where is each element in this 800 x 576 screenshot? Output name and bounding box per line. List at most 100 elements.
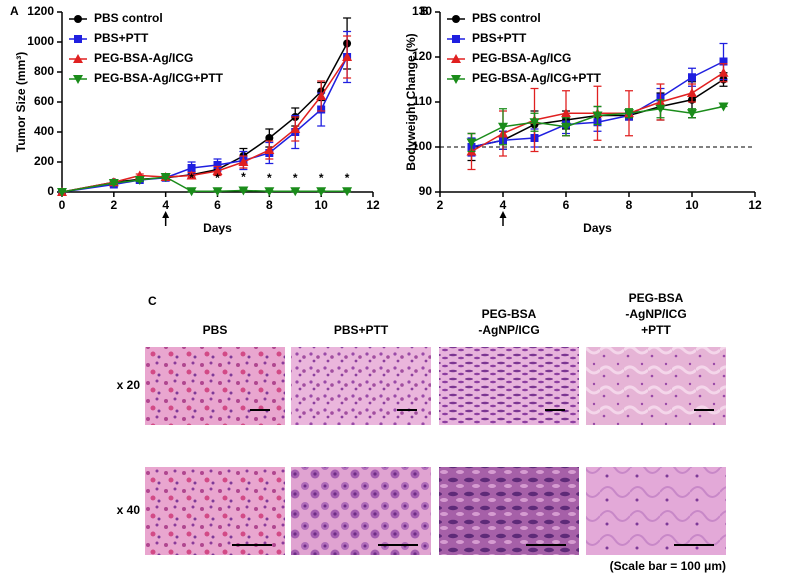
- histology-image: [291, 467, 431, 555]
- y-tick-label: 800: [34, 64, 54, 78]
- x-axis-label: Days: [203, 221, 232, 235]
- marker: [718, 67, 729, 77]
- y-tick-label: 0: [47, 184, 54, 198]
- y-tick-label: 100: [412, 139, 432, 153]
- marker: [316, 187, 327, 197]
- panel-label: B: [420, 4, 429, 18]
- marker: [316, 91, 327, 100]
- x-tick-label: 12: [366, 198, 380, 212]
- marker: [688, 73, 696, 82]
- marker: [186, 187, 197, 197]
- legend-label: PBS control: [94, 11, 163, 25]
- marker: [108, 179, 119, 188]
- legend-label: PBS+PTT: [472, 31, 527, 45]
- scale-bars: [232, 409, 714, 546]
- x-tick-label: 2: [110, 198, 117, 212]
- marker: [561, 122, 571, 132]
- legend-label: PEG-BSA-Ag/ICG+PTT: [472, 71, 602, 85]
- legend-label: PEG-BSA-Ag/ICG: [472, 51, 571, 65]
- y-tick-label: 90: [419, 184, 433, 198]
- x-tick-label: 6: [214, 198, 221, 212]
- column-header: -AgNP/ICG: [478, 323, 539, 337]
- marker: [451, 75, 461, 84]
- marker: [160, 173, 171, 182]
- marker: [57, 188, 67, 197]
- arrow-head: [499, 211, 507, 218]
- y-tick-label: 600: [34, 94, 54, 108]
- column-header: PBS+PTT: [334, 323, 389, 337]
- row-label: x 20: [117, 378, 141, 392]
- histology-image: [439, 347, 579, 425]
- histology-images: [145, 347, 726, 555]
- x-tick-label: 2: [437, 198, 444, 212]
- legend-label: PBS control: [472, 11, 541, 25]
- significance-mark: *: [293, 171, 298, 185]
- marker: [655, 104, 666, 114]
- column-header: PEG-BSA: [629, 291, 684, 305]
- marker: [238, 186, 249, 196]
- y-tick-label: 110: [413, 94, 433, 108]
- marker: [74, 15, 82, 23]
- significance-mark: *: [345, 171, 350, 185]
- panel-label: A: [10, 4, 19, 18]
- marker: [342, 52, 353, 61]
- marker: [452, 35, 460, 43]
- row-label: x 40: [117, 503, 141, 517]
- marker: [212, 166, 223, 175]
- y-tick-label: 1000: [27, 34, 54, 48]
- significance-mark: *: [267, 171, 272, 185]
- y-tick-label: 400: [34, 124, 54, 138]
- histology-image: [145, 347, 285, 425]
- marker: [718, 102, 729, 112]
- marker: [264, 187, 275, 197]
- x-tick-label: 8: [626, 198, 633, 212]
- x-tick-label: 4: [500, 198, 507, 212]
- y-axis-label: Bodyweight Change (%): [404, 33, 418, 170]
- column-header: PEG-BSA: [482, 307, 537, 321]
- arrow-head: [162, 211, 170, 218]
- marker: [719, 57, 728, 66]
- significance-mark: *: [319, 171, 324, 185]
- significance-mark: *: [189, 171, 194, 185]
- y-axis-label: Tumor Size (mm³): [14, 52, 28, 152]
- marker: [466, 138, 477, 148]
- marker: [265, 134, 274, 142]
- legend-label: PEG-BSA-Ag/ICG: [94, 51, 193, 65]
- column-header: -AgNP/ICG: [625, 307, 686, 321]
- marker: [290, 124, 301, 133]
- marker: [498, 122, 508, 132]
- x-tick-label: 4: [162, 198, 169, 212]
- y-tick-label: 1200: [27, 4, 54, 18]
- y-tick-label: 120: [412, 49, 432, 63]
- significance-mark: *: [241, 170, 246, 184]
- legend-label: PBS+PTT: [94, 31, 149, 45]
- column-header: +PTT: [641, 323, 671, 337]
- marker: [73, 54, 83, 63]
- series-line: [61, 176, 348, 193]
- legend-label: PEG-BSA-Ag/ICG+PTT: [94, 71, 224, 85]
- x-tick-label: 6: [563, 198, 570, 212]
- marker: [73, 75, 83, 84]
- marker: [592, 111, 603, 121]
- y-tick-label: 130: [412, 4, 432, 18]
- marker: [529, 118, 540, 128]
- marker: [451, 54, 461, 63]
- marker: [452, 15, 460, 23]
- marker: [212, 187, 223, 197]
- marker: [687, 88, 697, 97]
- marker: [213, 161, 222, 169]
- x-tick-label: 0: [59, 198, 66, 212]
- histology-image: [586, 467, 726, 555]
- x-tick-label: 10: [314, 198, 328, 212]
- marker: [264, 145, 275, 154]
- marker: [342, 187, 353, 197]
- y-tick-label: 200: [34, 154, 54, 168]
- marker: [561, 108, 571, 118]
- x-tick-label: 8: [266, 198, 273, 212]
- histology-image: [439, 467, 579, 555]
- x-axis-label: Days: [583, 221, 612, 235]
- marker: [74, 35, 82, 43]
- marker: [624, 109, 634, 119]
- marker: [186, 170, 197, 180]
- marker: [687, 109, 697, 119]
